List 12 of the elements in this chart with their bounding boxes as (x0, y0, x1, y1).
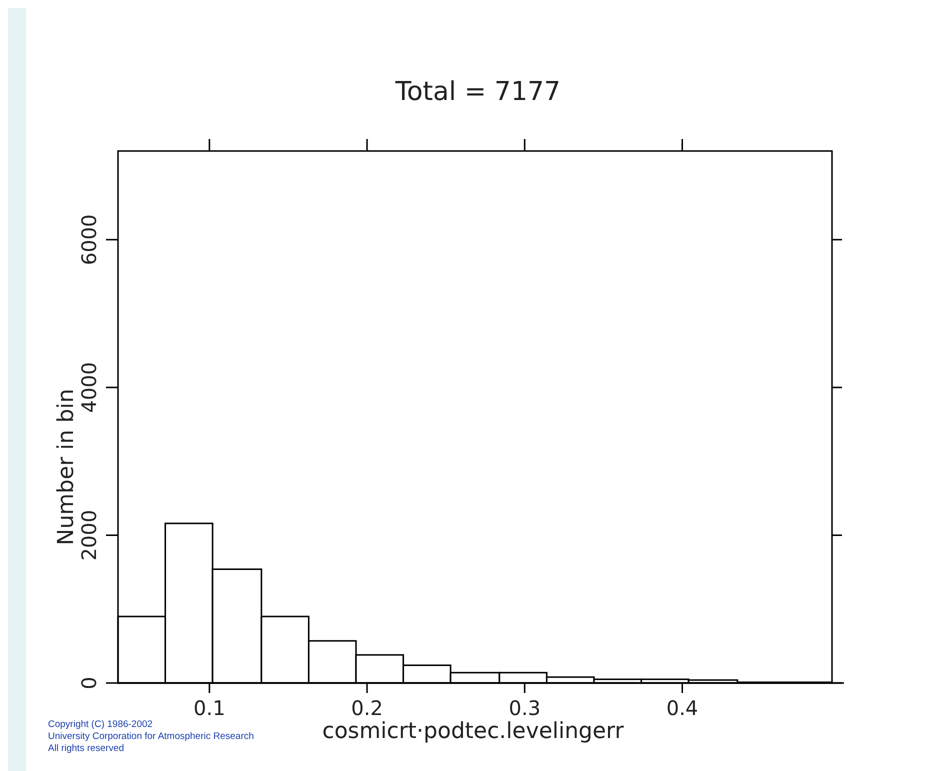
x-axis-title: cosmicrt·podtec.levelingerr (322, 719, 625, 744)
y-tick-label: 6000 (77, 214, 101, 266)
y-axis-title: Number in bin (54, 388, 79, 546)
x-tick-label: 0.4 (666, 696, 698, 720)
x-tick-label: 0.3 (508, 696, 541, 720)
y-tick-label: 0 (77, 676, 101, 690)
x-tick-label: 0.1 (194, 696, 226, 720)
chart-title: Total = 7177 (394, 77, 561, 107)
text: Copyright (C) 1986-2002 University Corporation for Atmospheric Research All rights reserved (48, 719, 254, 754)
y-tick-label: 2000 (77, 510, 101, 561)
x-tick-label: 0.2 (351, 696, 383, 720)
y-tick-label: 4000 (77, 362, 101, 413)
